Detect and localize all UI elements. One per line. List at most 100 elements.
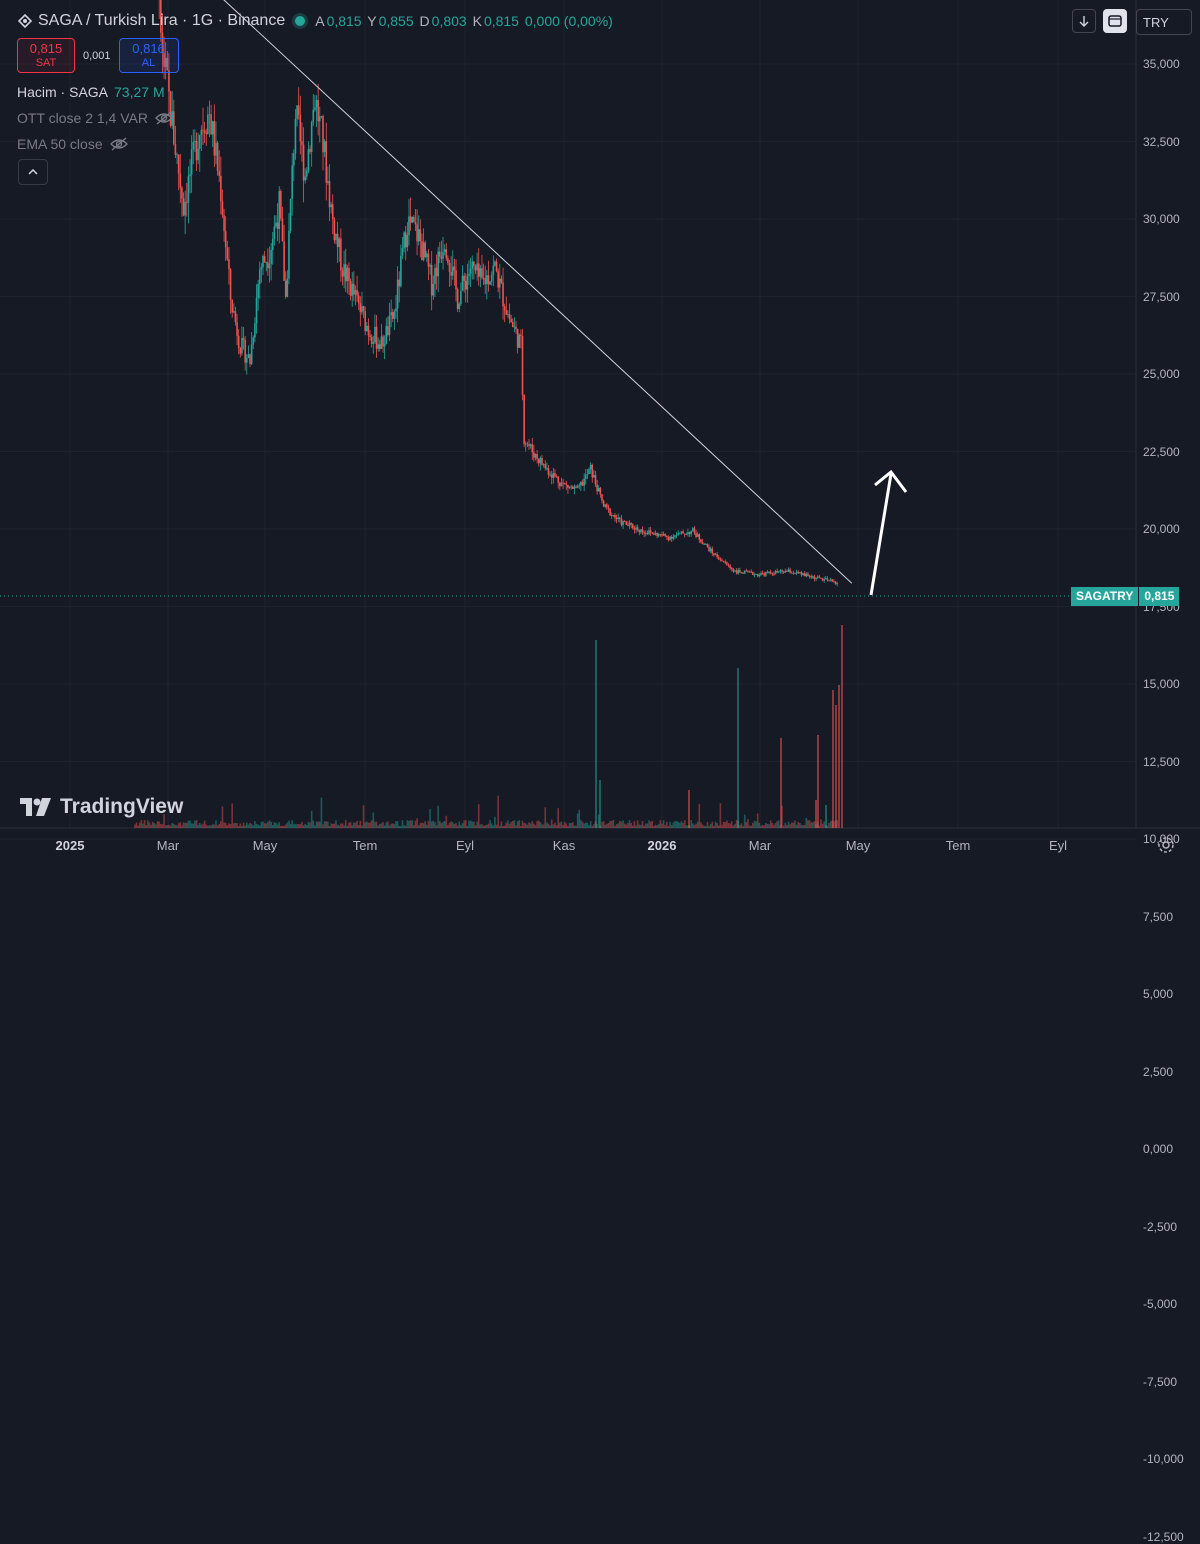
volume-bar <box>424 821 426 828</box>
volume-bar <box>453 824 456 828</box>
scroll-to-latest-button[interactable] <box>1072 9 1096 33</box>
time-axis-label: Kas <box>552 838 576 853</box>
candle-body <box>508 314 511 320</box>
price-axis-label: 32,500 <box>1143 134 1180 149</box>
currency-select[interactable]: TRY <box>1136 9 1192 35</box>
candle-body <box>276 222 279 229</box>
volume-bar <box>309 822 311 828</box>
volume-bar <box>644 823 647 828</box>
candle-body <box>400 255 402 287</box>
candle-body <box>776 571 778 573</box>
candle-body <box>815 577 817 580</box>
candle-body <box>808 576 811 577</box>
volume-bar <box>233 823 235 828</box>
volume-bar <box>177 823 180 828</box>
candle-body <box>291 165 294 199</box>
volume-bar <box>758 822 761 828</box>
symbol-title[interactable]: SAGA / Turkish Lira · 1G · Binance <box>38 12 286 29</box>
volume-bar <box>473 821 475 828</box>
candle-body <box>396 279 399 309</box>
sell-button[interactable]: 0,815 SAT <box>17 38 75 73</box>
volume-bar <box>325 821 328 828</box>
volume-bar <box>661 823 663 828</box>
screen-icon <box>1108 15 1122 27</box>
volume-bar <box>464 820 467 828</box>
candle-body <box>374 326 376 343</box>
ott-indicator-legend[interactable]: OTT close 2 1,4 VAR <box>17 110 174 126</box>
candle-body <box>669 536 671 540</box>
candle-body <box>280 191 282 219</box>
candle-body <box>597 487 600 492</box>
candle-body <box>789 569 791 573</box>
volume-bar <box>202 823 204 828</box>
candle-body <box>263 256 266 263</box>
volume-indicator-legend[interactable]: Hacim · SAGA 73,27 M <box>17 84 165 100</box>
candle-body <box>599 487 602 495</box>
candle-body <box>390 312 392 316</box>
volume-bar <box>489 820 491 828</box>
candle-body <box>675 534 678 536</box>
candle-body <box>614 515 616 518</box>
volume-bar <box>692 823 694 828</box>
candle-body <box>322 116 324 153</box>
volume-bar <box>362 805 365 828</box>
candle-body <box>695 533 697 537</box>
price-chart[interactable] <box>0 0 1200 863</box>
collapse-legend-button[interactable] <box>18 159 48 185</box>
candle-body <box>284 280 287 297</box>
candle-body <box>802 573 804 575</box>
candle-body <box>328 181 331 208</box>
volume-bar <box>184 822 186 828</box>
candle-body <box>606 504 608 508</box>
candle-body <box>575 486 577 488</box>
candle-body <box>398 279 401 287</box>
candle-body <box>740 571 743 574</box>
time-axis-label: 2026 <box>647 838 677 853</box>
candle-body <box>627 524 629 526</box>
volume-bar <box>237 825 240 828</box>
volume-bar <box>683 820 686 828</box>
volume-bar <box>289 824 292 828</box>
candle-body <box>207 114 209 134</box>
volume-bar <box>456 825 459 828</box>
candle-body <box>619 517 621 519</box>
candle-body <box>739 569 741 572</box>
candle-body <box>241 337 243 354</box>
volume-bar <box>539 822 542 828</box>
candle-body <box>583 478 585 486</box>
candle-body <box>487 275 490 285</box>
volume-bar <box>221 806 224 828</box>
price-axis-label: 35,000 <box>1143 57 1180 71</box>
candle-body <box>706 543 709 547</box>
volume-bar <box>401 820 404 828</box>
volume-bar <box>317 821 319 828</box>
eye-hidden-icon[interactable] <box>109 137 129 151</box>
candle-body <box>464 280 467 290</box>
volume-bar <box>257 824 259 828</box>
volume-bar <box>145 825 148 828</box>
candle-body <box>727 564 730 566</box>
volume-bar <box>357 824 360 828</box>
candle-body <box>823 579 825 581</box>
volume-bar <box>404 825 407 828</box>
candle-body <box>755 573 757 575</box>
eye-hidden-icon[interactable] <box>154 111 174 125</box>
candle-body <box>383 344 386 347</box>
volume-bar <box>421 822 423 828</box>
candle-body <box>325 141 328 183</box>
volume-bar <box>646 823 649 828</box>
candle-body <box>602 500 605 507</box>
price-axis-label: -10,000 <box>1143 1452 1184 1466</box>
settings-gear-icon[interactable] <box>1157 836 1175 854</box>
candle-body <box>448 263 451 273</box>
fullscreen-button[interactable] <box>1103 9 1127 33</box>
candle-body <box>270 250 272 264</box>
market-status-icon[interactable] <box>295 16 306 26</box>
volume-bar <box>817 735 819 828</box>
candle-body <box>309 149 311 152</box>
ema-indicator-legend[interactable]: EMA 50 close <box>17 136 129 152</box>
candle-body <box>750 571 753 573</box>
buy-button[interactable]: 0,816 AL <box>118 38 179 73</box>
volume-bar <box>466 825 469 828</box>
candle-body <box>724 561 727 563</box>
